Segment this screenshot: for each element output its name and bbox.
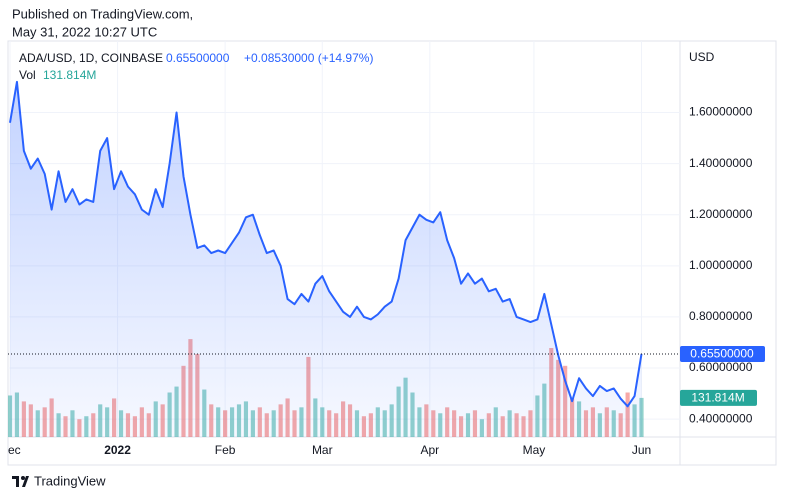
y-tick-label: 0.40000000 <box>689 411 753 425</box>
x-tick-label: Feb <box>215 443 236 457</box>
x-tick-label: Mar <box>312 443 333 457</box>
y-tick-label: 1.20000000 <box>689 207 753 221</box>
symbol-label: ADA/USD, 1D, COINBASE <box>19 51 163 65</box>
tradingview-logo <box>12 476 29 487</box>
date-text: May 31, 2022 10:27 UTC <box>12 24 157 39</box>
last-price-label: 0.65500000 <box>690 347 754 361</box>
y-tick-label: 0.80000000 <box>689 309 753 323</box>
price-area <box>10 81 642 437</box>
volume-label: Vol <box>19 68 36 82</box>
chart-frame <box>7 40 777 466</box>
currency-label: USD <box>689 50 715 64</box>
y-tick-label: 0.60000000 <box>689 360 753 374</box>
x-tick-label: 2022 <box>104 443 131 457</box>
y-tick-label: 1.00000000 <box>689 258 753 272</box>
y-tick-label: 1.40000000 <box>689 156 753 170</box>
price-line <box>9 80 643 408</box>
price-change: +0.08530000 (+14.97%) <box>244 51 373 65</box>
volume-value: 131.814M <box>43 68 96 82</box>
x-tick-label: May <box>523 443 546 457</box>
last-price: 0.65500000 <box>166 51 230 65</box>
y-tick-label: 1.60000000 <box>689 105 753 119</box>
brand-text: TradingView <box>34 473 106 488</box>
x-tick-label: Jun <box>632 443 651 457</box>
last-price-box <box>680 345 765 362</box>
x-tick-label: Apr <box>420 443 439 457</box>
last-volume-box <box>680 389 757 406</box>
last-volume-label: 131.814M <box>691 391 744 405</box>
x-tick-label: Dec <box>0 443 21 457</box>
published-text: Published on TradingView.com, <box>12 6 193 21</box>
